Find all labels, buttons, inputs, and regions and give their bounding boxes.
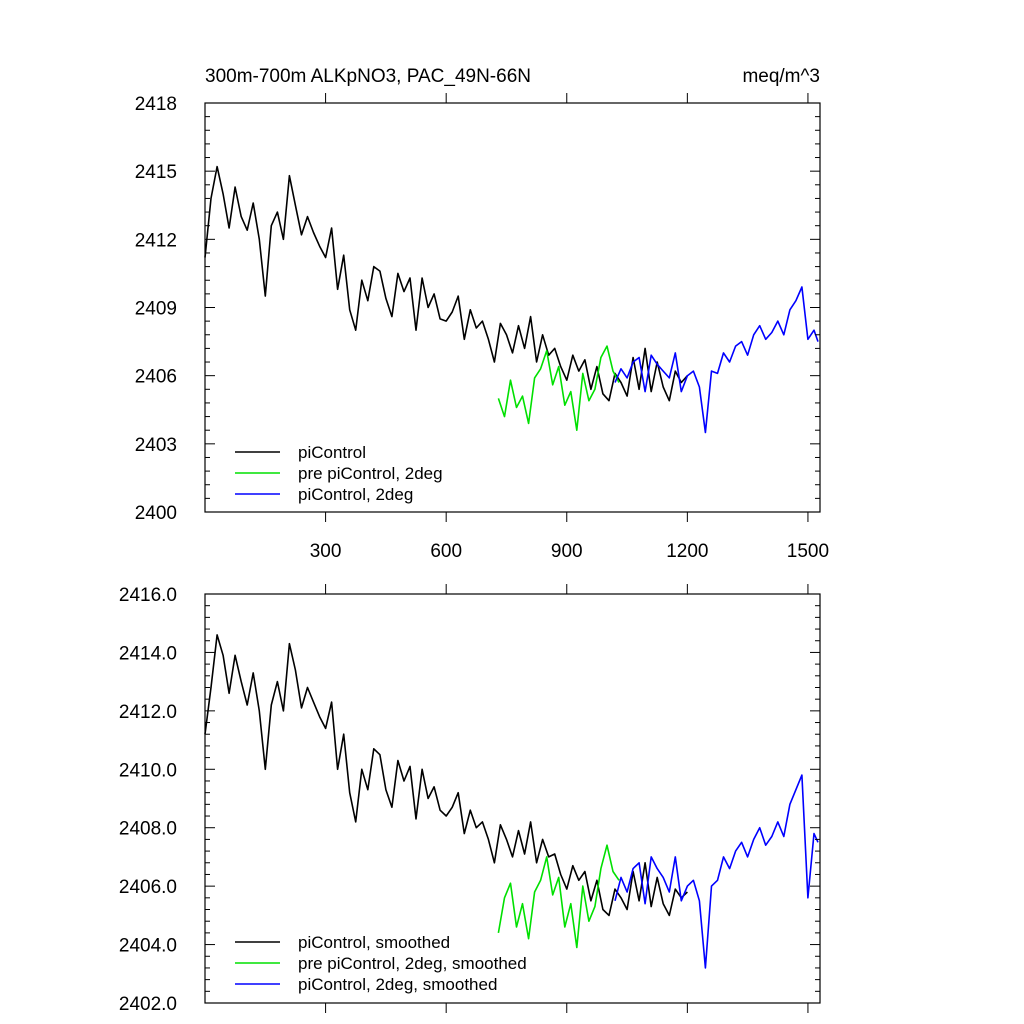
y-tick-label: 2412.0 — [119, 702, 177, 723]
y-tick-label: 2400 — [135, 503, 177, 524]
top-panel: 300m-700m ALKpNO3, PAC_49N-66N meq/m^3 2… — [135, 66, 829, 562]
x-tick-label: 1500 — [787, 541, 829, 562]
y-tick-label: 2404.0 — [119, 936, 177, 957]
series-line-2 — [614, 286, 819, 434]
y-tick-label: 2412 — [135, 230, 177, 251]
series-line-0 — [204, 634, 688, 917]
series-line-0 — [204, 165, 688, 402]
bottom-legend: piControl, smoothed pre piControl, 2deg, … — [235, 933, 527, 994]
series-line-2 — [614, 774, 819, 969]
y-tick-label: 2416.0 — [119, 585, 177, 606]
y-tick-label: 2409 — [135, 299, 177, 320]
legend-label: piControl, smoothed — [298, 933, 450, 952]
x-tick-label: 600 — [430, 541, 462, 562]
legend-label: piControl, 2deg, smoothed — [298, 975, 497, 994]
bottom-panel: 2402.0 2404.0 2406.0 2408.0 2410.0 2412.0 2414… — [119, 584, 821, 1015]
x-tick-label: 300 — [310, 541, 342, 562]
series-line-1 — [497, 844, 620, 949]
y-tick-label: 2406 — [135, 367, 177, 388]
bottom-series-group — [204, 634, 819, 969]
y-tick-label: 2414.0 — [119, 643, 177, 664]
x-tick-label: 900 — [551, 541, 583, 562]
bottom-axis-ticks: 2402.0 2404.0 2406.0 2408.0 2410.0 2412.0 2414… — [119, 584, 820, 1015]
legend-label: piControl, 2deg — [298, 485, 413, 504]
y-tick-label: 2402.0 — [119, 994, 177, 1015]
top-legend: piControl pre piControl, 2deg piControl, 2… — [235, 443, 443, 504]
top-axis-ticks: 2400 2403 2406 2409 2412 2415 2418 300 600 900 120… — [135, 93, 829, 562]
y-tick-label: 2403 — [135, 435, 177, 456]
top-series-group — [204, 165, 819, 434]
y-tick-label: 2410.0 — [119, 760, 177, 781]
y-tick-label: 2415 — [135, 162, 177, 183]
x-tick-label: 1200 — [666, 541, 708, 562]
legend-label: pre piControl, 2deg, smoothed — [298, 954, 527, 973]
y-tick-label: 2408.0 — [119, 819, 177, 840]
legend-label: piControl — [298, 443, 366, 462]
y-tick-label: 2406.0 — [119, 877, 177, 898]
legend-label: pre piControl, 2deg — [298, 464, 443, 483]
chart-title: 300m-700m ALKpNO3, PAC_49N-66N — [205, 66, 531, 87]
series-line-1 — [497, 345, 620, 432]
bottom-plot-frame — [204, 593, 821, 1004]
units-label: meq/m^3 — [742, 66, 820, 87]
y-tick-label: 2418 — [135, 94, 177, 115]
